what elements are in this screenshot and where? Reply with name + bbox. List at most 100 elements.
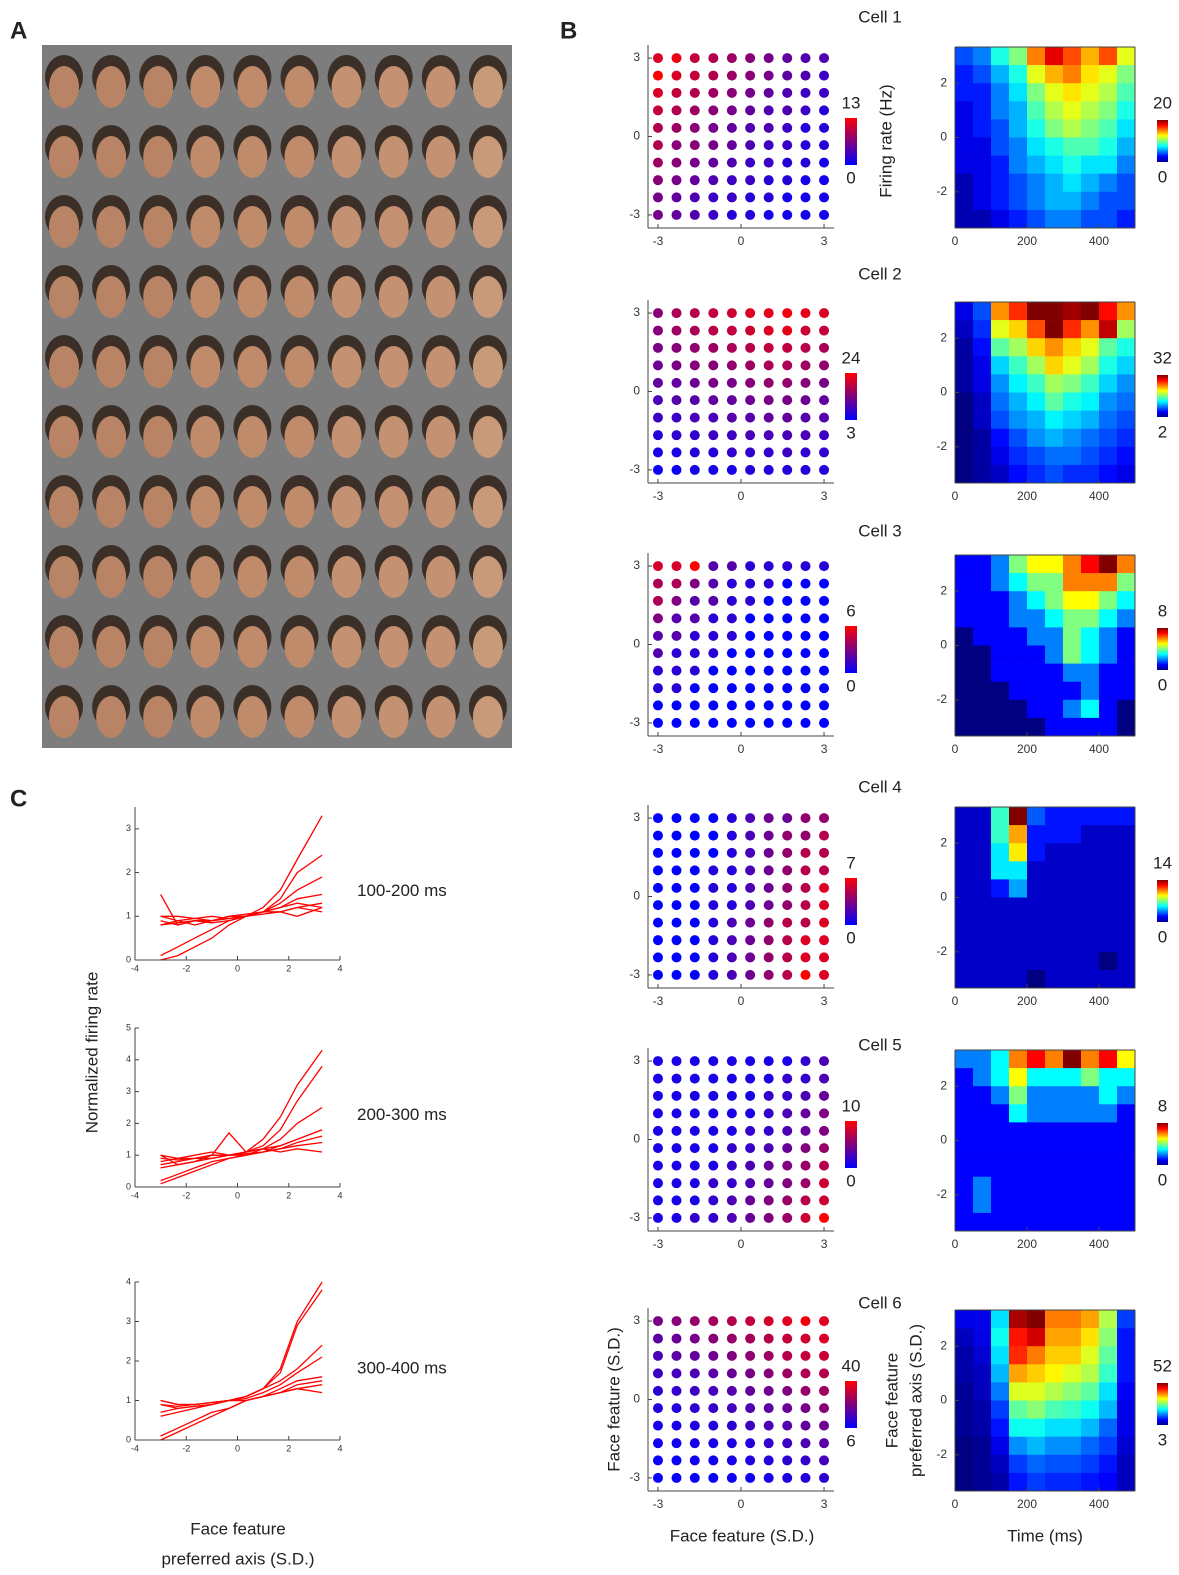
dot: [652, 209, 663, 220]
heatmap-cell: [1081, 137, 1100, 156]
dot: [689, 1195, 700, 1206]
dot: [689, 1420, 700, 1431]
heatmap-cell: [955, 1364, 974, 1383]
dot: [745, 1350, 756, 1361]
heatmap-cell: [973, 1104, 992, 1123]
dot: [745, 87, 756, 98]
colorbar-min-label: 0: [1158, 675, 1167, 694]
dot: [745, 882, 756, 893]
heatmap-cell: [1117, 681, 1136, 701]
dot: [782, 717, 793, 728]
dot: [782, 900, 793, 911]
dot: [671, 613, 682, 624]
heatmap-cell: [973, 1068, 992, 1087]
heatmap-cell: [1009, 933, 1028, 953]
heatmap-cell: [1063, 591, 1082, 610]
dot: [726, 969, 737, 980]
dot: [726, 70, 737, 81]
dot: [800, 1073, 811, 1084]
dot: [819, 1316, 830, 1327]
heatmap-cell: [1099, 320, 1118, 339]
face: [472, 626, 503, 668]
heatmap-cell: [1081, 843, 1100, 862]
heatmap-cell: [973, 681, 992, 701]
dot: [763, 1178, 774, 1189]
dot: [819, 105, 830, 116]
dot: [689, 395, 700, 406]
dot: [819, 1368, 830, 1379]
heatmap-cell: [1099, 717, 1118, 737]
dot: [745, 1333, 756, 1344]
heatmap-cell: [1081, 1436, 1100, 1456]
heatmap-cell: [991, 897, 1010, 916]
face: [378, 556, 409, 598]
heatmap-cell: [1027, 101, 1046, 120]
heatmap-cell: [1081, 302, 1100, 321]
heatmap-cell: [1099, 1068, 1118, 1087]
heatmap-cell: [973, 1436, 992, 1456]
heatmap-cell: [991, 1328, 1010, 1347]
heatmap-cell: [1045, 555, 1064, 574]
dot: [763, 1143, 774, 1154]
dot: [689, 1090, 700, 1101]
dot: [708, 717, 719, 728]
dot: [763, 342, 774, 353]
dot: [819, 578, 830, 589]
heatmap-cell: [1099, 915, 1118, 934]
dot: [800, 847, 811, 858]
heatmap-cell: [1099, 645, 1118, 664]
heatmap-cell: [1081, 681, 1100, 701]
dot: [726, 122, 737, 133]
dot: [689, 105, 700, 116]
dot: [708, 1212, 719, 1223]
dot: [708, 1438, 719, 1449]
dot: [763, 70, 774, 81]
heatmap-cell: [1009, 1400, 1028, 1419]
dot: [819, 395, 830, 406]
dot: [671, 1350, 682, 1361]
dot: [745, 900, 756, 911]
heatmap-cell: [1045, 1418, 1064, 1437]
face: [237, 626, 268, 668]
dot: [800, 683, 811, 694]
dot: [745, 53, 756, 64]
face: [96, 486, 127, 528]
dot: [745, 1143, 756, 1154]
heatmap-cell: [973, 717, 992, 737]
dot: [819, 1143, 830, 1154]
dot: [689, 1368, 700, 1379]
heatmap-cell: [955, 1400, 974, 1419]
face: [425, 556, 456, 598]
face-grid: [45, 55, 507, 738]
heatmap-cell: [973, 119, 992, 138]
heatmap-cell: [1117, 1050, 1136, 1069]
face: [425, 346, 456, 388]
face: [378, 206, 409, 248]
heatmap-cell: [955, 173, 974, 193]
heatmap-cell: [1045, 1068, 1064, 1087]
dot: [652, 105, 663, 116]
heatmap-cell: [1009, 681, 1028, 701]
dot: [652, 1350, 663, 1361]
dot: [726, 1472, 737, 1483]
x-tick-label: 200: [1017, 1237, 1037, 1251]
heatmap-cell: [1081, 446, 1100, 466]
heatmap-cell: [973, 356, 992, 375]
dot: [671, 157, 682, 168]
dot: [671, 1316, 682, 1327]
dot: [763, 412, 774, 423]
face: [425, 136, 456, 178]
dot: [800, 595, 811, 606]
heatmap-cell: [1027, 663, 1046, 682]
face: [378, 346, 409, 388]
y-tick-label: 0: [633, 889, 640, 903]
heatmap-cell: [1027, 1212, 1046, 1232]
heatmap-cell: [1063, 555, 1082, 574]
heatmap-cell: [1117, 1158, 1136, 1177]
dot: [671, 430, 682, 441]
colorbar-min-label: 0: [846, 1171, 855, 1190]
heatmap-cell: [1081, 645, 1100, 664]
dot: [671, 464, 682, 475]
dot: [708, 813, 719, 824]
dot: [671, 595, 682, 606]
